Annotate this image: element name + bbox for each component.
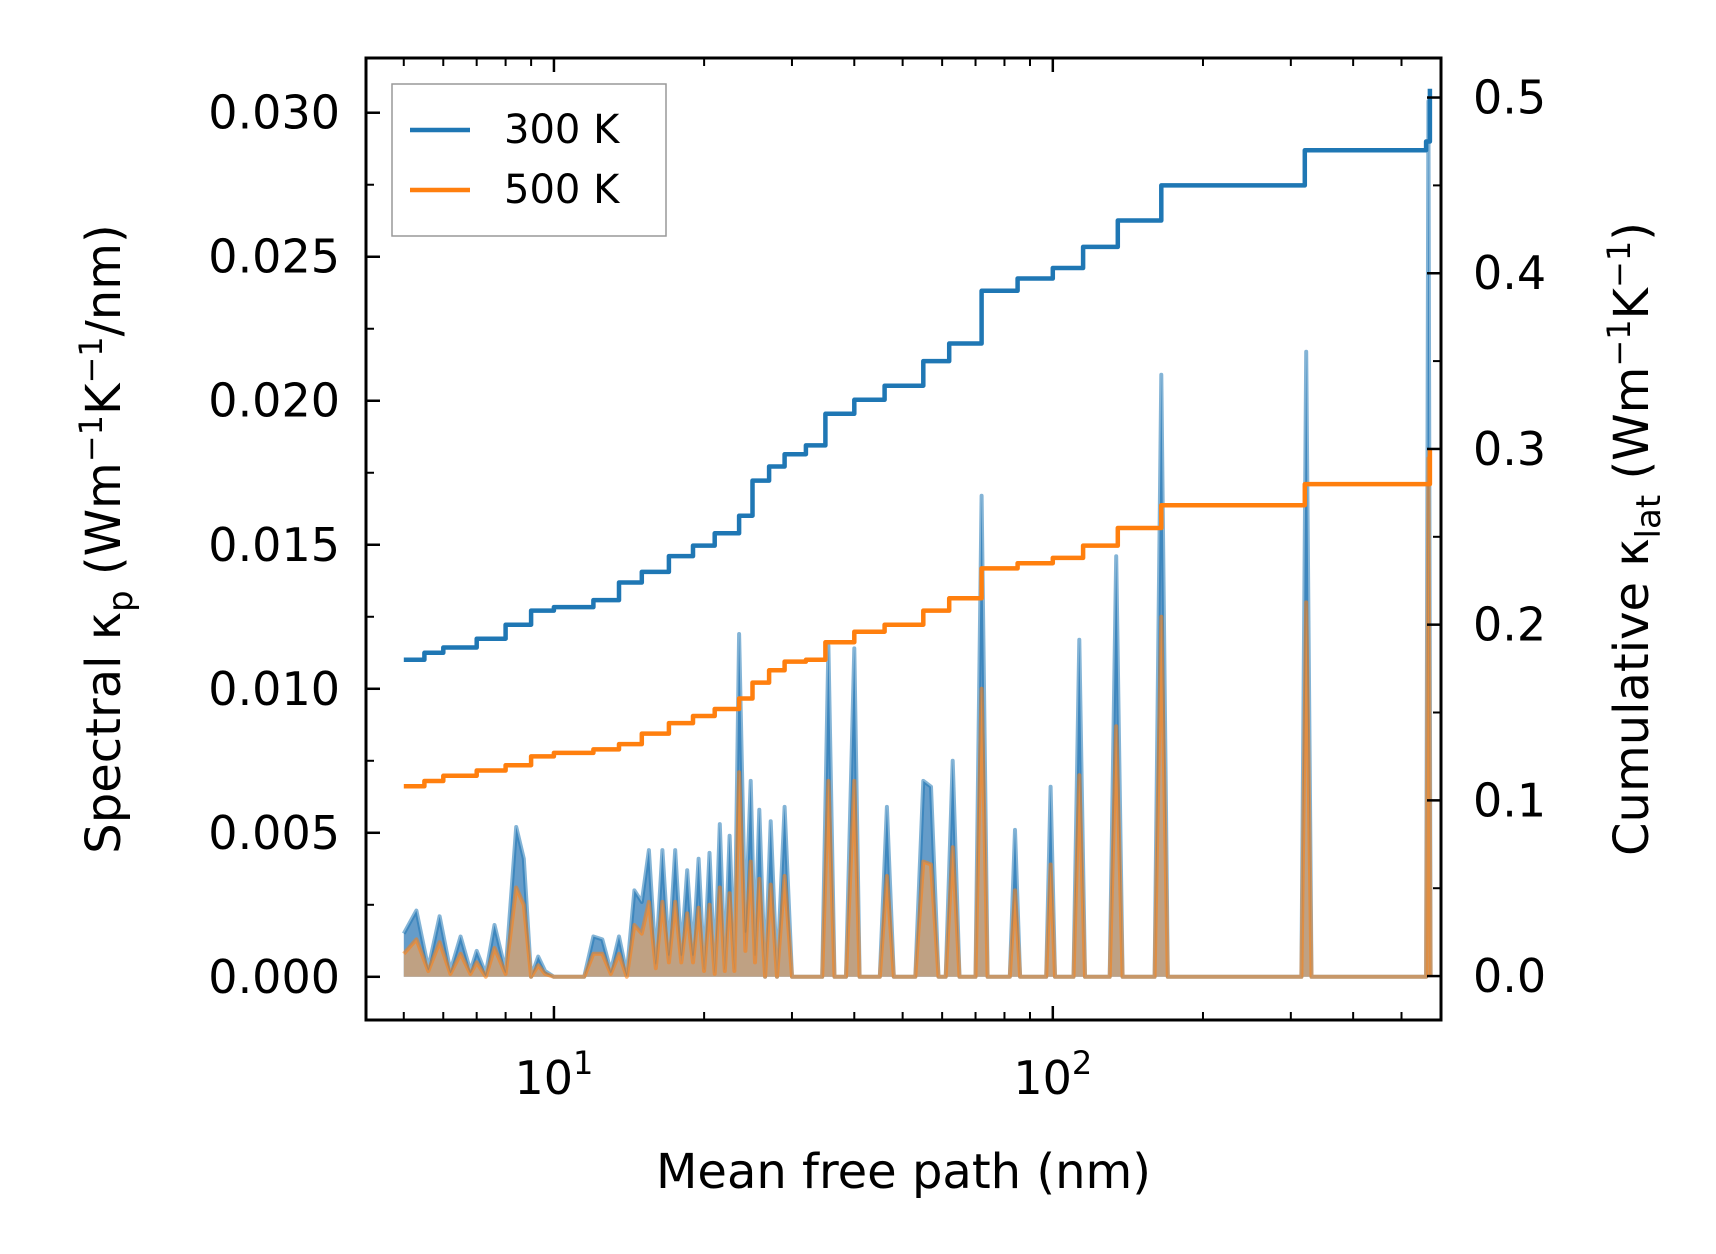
left-axis-title-unit-b: K xyxy=(76,382,132,415)
right-axis-title-sub: lat xyxy=(1629,495,1669,539)
left-axis-title-unit-a: (Wm xyxy=(76,462,132,590)
right-tick-label: 0.3 xyxy=(1473,422,1546,476)
right-tick-label: 0.0 xyxy=(1473,949,1546,1003)
right-axis-title-sup-b: −1 xyxy=(1600,241,1638,288)
left-axis-title: Spectral κp (Wm−1K−1/nm) xyxy=(72,224,141,853)
plot-clip-group xyxy=(402,88,1433,979)
right-axis-title-main: Cumulative κ xyxy=(1604,538,1660,856)
left-tick-label: 0.010 xyxy=(208,662,340,716)
legend-label: 300 K xyxy=(504,107,621,153)
right-tick-label: 0.2 xyxy=(1473,598,1546,652)
left-axis-title-sup-b: −1 xyxy=(72,336,110,383)
x-axis-title: Mean free path (nm) xyxy=(656,1144,1151,1200)
x-tick-label-exp: 1 xyxy=(573,1044,593,1082)
right-axis-title-unit-a: (Wm xyxy=(1604,367,1660,495)
right-tick-label: 0.1 xyxy=(1473,773,1546,827)
left-axis-title-sup-a: −1 xyxy=(72,415,110,462)
left-tick-label: 0.005 xyxy=(208,806,340,860)
left-axis-title-unit-c: /nm) xyxy=(76,224,132,336)
cumulative-line-500k xyxy=(403,448,1433,789)
right-axis-title-unit-b: K xyxy=(1604,286,1660,319)
spectral-line-500k xyxy=(402,456,1433,979)
cumulative-line-300k xyxy=(403,88,1433,663)
right-tick-label: 0.5 xyxy=(1473,71,1546,125)
right-axis-title: Cumulative κlat (Wm−1K−1) xyxy=(1600,222,1669,856)
left-tick-label: 0.020 xyxy=(208,374,340,428)
x-tick-label-base: 10 xyxy=(514,1051,573,1105)
x-tick-label: 101 xyxy=(514,1044,593,1105)
x-tick-label-exp: 2 xyxy=(1072,1044,1092,1082)
axes: 0.000 0.005 0.010 0.015 0.020 0.025 0.030 0.0 0.… xyxy=(72,56,1669,1200)
legend: 300 K 500 K xyxy=(391,83,667,237)
right-axis-title-sup-a: −1 xyxy=(1600,319,1638,366)
left-axis-title-sub: p xyxy=(101,590,141,612)
left-tick-label: 0.030 xyxy=(208,86,340,140)
plot-area xyxy=(402,88,1433,979)
left-tick-label: 0.000 xyxy=(208,950,340,1004)
x-tick-label: 102 xyxy=(1013,1044,1092,1105)
right-tick-label: 0.4 xyxy=(1473,246,1546,300)
legend-box xyxy=(391,83,667,237)
legend-label: 500 K xyxy=(504,167,621,213)
right-axis-title-unit-c: ) xyxy=(1604,222,1660,241)
left-axis-title-main: Spectral κ xyxy=(76,612,132,854)
left-tick-label: 0.025 xyxy=(208,230,340,284)
x-tick-label-base: 10 xyxy=(1013,1051,1072,1105)
left-tick-label: 0.015 xyxy=(208,518,340,572)
